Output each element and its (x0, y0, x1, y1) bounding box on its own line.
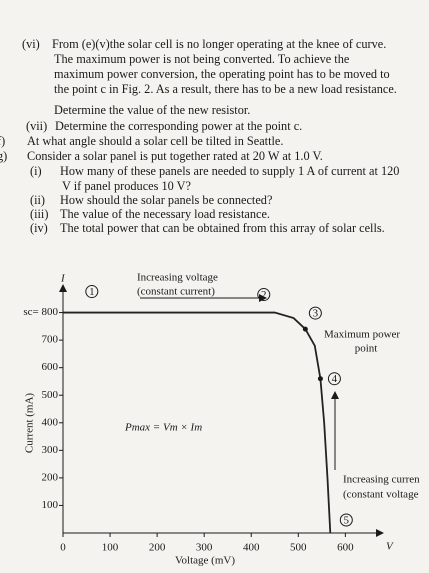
x-tick-label: 500 (290, 542, 307, 554)
point-marker (339, 513, 353, 527)
question-text: Determine the value of the new resistor. (54, 103, 251, 117)
question-text: The total power that can be obtained fro… (60, 221, 385, 235)
question-text: maximum power conversion, the operating … (54, 67, 390, 81)
annotation: Increasing voltage (137, 272, 218, 284)
y-tick-label: 400 (42, 416, 59, 428)
y-tick-label: 200 (42, 471, 59, 483)
question-text: How many of these panels are needed to s… (60, 164, 400, 178)
question-label: f) (0, 134, 6, 148)
point-marker (308, 306, 322, 320)
question-label: (iii) (30, 207, 49, 221)
point-label: 5 (344, 515, 350, 527)
x-tick-label: 600 (337, 542, 354, 554)
question-label: (i) (30, 164, 42, 178)
point-marker (85, 285, 99, 299)
y-tick-label: 500 (42, 389, 59, 401)
question-text: Determine the corresponding power at the… (55, 119, 303, 133)
curve (63, 311, 332, 534)
question-label: g) (0, 149, 8, 163)
question-text: the point c in Fig. 2. As a result, ther… (54, 82, 397, 96)
x-tick-label: 100 (102, 542, 119, 554)
x-tick-label: 300 (196, 542, 213, 554)
point-marker (327, 372, 341, 386)
question-text: Consider a solar panel is put together r… (27, 149, 323, 163)
x-tick-label: 200 (149, 542, 166, 554)
annotation: point (355, 343, 378, 355)
question-label: (vi) (22, 37, 40, 51)
annotation: Maximum power (324, 329, 400, 341)
question-label: (ii) (30, 193, 46, 207)
x-tick-label: 400 (243, 542, 260, 554)
x-axis-label: Voltage (mV) (175, 555, 235, 567)
question-text: At what angle should a solar cell be til… (27, 134, 284, 148)
y-tick-label: sc= 800 (23, 306, 58, 318)
question-text: The maximum power is not being converted… (54, 52, 350, 66)
annotation: Pmax = Vm × Im (124, 422, 202, 434)
annotation: (constant current) (137, 286, 215, 298)
x-tick-label: 0 (60, 542, 66, 554)
question-text: How should the solar panels be connected… (60, 193, 273, 207)
y-tick-label: 100 (42, 499, 59, 511)
x-axis-symbol: V (386, 541, 394, 553)
y-tick-label: 600 (42, 361, 59, 373)
y-axis-symbol: I (60, 273, 66, 285)
point-label: 2 (261, 289, 267, 301)
question-label: (vii) (26, 119, 48, 133)
question-text: V if panel produces 10 V? (62, 178, 191, 193)
annotation: Increasing curren (343, 474, 420, 486)
question-text: From (e)(v)the solar cell is no longer o… (52, 37, 387, 51)
y-tick-label: 300 (42, 444, 59, 456)
y-tick-label: 700 (42, 334, 59, 346)
point-label: 3 (313, 308, 319, 320)
point-label: 4 (332, 373, 338, 385)
question-text: The value of the necessary load resistan… (60, 207, 270, 221)
annotation: (constant voltage (343, 489, 419, 501)
operating-point (317, 376, 323, 382)
point-label: 1 (89, 286, 95, 298)
question-label: (iv) (30, 221, 48, 235)
point-marker (257, 288, 271, 302)
y-axis-label: Current (mA) (24, 393, 36, 454)
operating-point (302, 326, 308, 332)
